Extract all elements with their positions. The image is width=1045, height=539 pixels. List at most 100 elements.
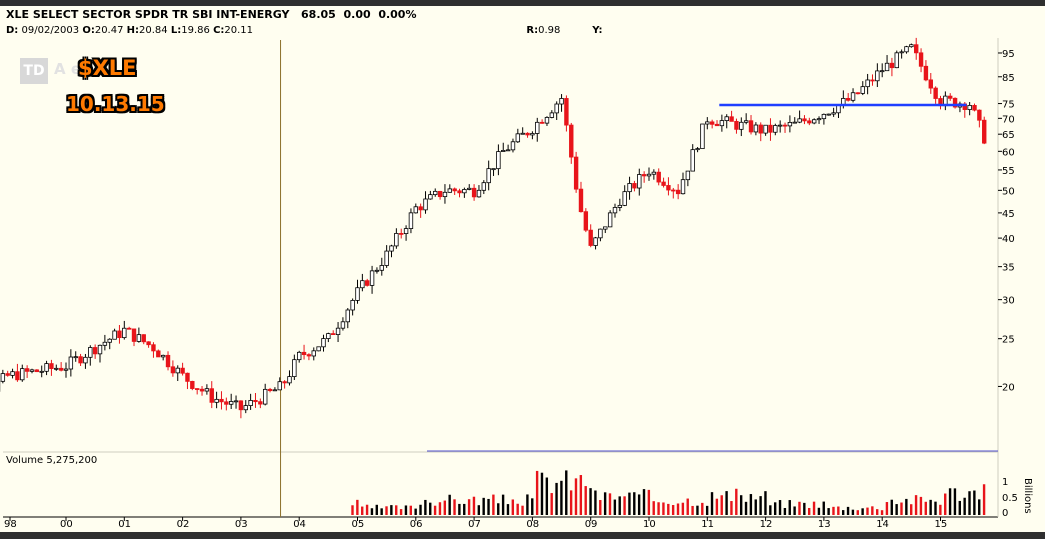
candle-body — [335, 327, 341, 335]
volume-bar — [735, 488, 738, 515]
candle-body — [632, 183, 637, 189]
y-tick-label: 75 — [1002, 100, 1015, 111]
volume-bar — [574, 478, 578, 515]
candle-body — [433, 190, 438, 196]
volume-bar — [846, 506, 850, 515]
ohlc-readout: D: 09/02/2003 O:20.47 H:20.84 L:19.86 C:… — [6, 25, 603, 36]
volume-bar — [866, 507, 869, 515]
candle-body — [214, 398, 219, 403]
volume-bar — [662, 502, 665, 515]
candle-body — [296, 351, 302, 361]
candle-body — [233, 400, 239, 403]
volume-bar — [978, 499, 981, 515]
volume-bar — [477, 505, 481, 515]
candle-body — [860, 86, 865, 94]
volume-bar — [569, 490, 573, 515]
volume-bar — [686, 498, 689, 515]
date-value: 09/02/2003 — [21, 25, 80, 36]
candle-body — [83, 356, 88, 364]
candle-body — [578, 188, 584, 213]
volume-bar — [560, 480, 563, 515]
volume-unit: Billions — [1022, 478, 1033, 514]
candle-body — [700, 123, 705, 150]
candle-body — [452, 188, 457, 192]
x-tick-label: 09 — [585, 519, 598, 530]
volume-bar — [798, 501, 801, 515]
candle-body — [209, 388, 214, 403]
candle-body — [408, 212, 414, 230]
symbol-header: XLE SELECT SECTOR SPDR TR SBI INT-ENERGY… — [6, 8, 416, 21]
volume-bar — [841, 510, 845, 515]
candle-body — [92, 347, 98, 355]
r-label: R: — [526, 25, 539, 36]
candle-body — [525, 132, 530, 136]
candle-body — [379, 265, 384, 271]
volume-bar — [458, 503, 461, 515]
candle-body — [238, 400, 244, 411]
candle-body — [102, 341, 108, 346]
volume-bar — [404, 505, 408, 515]
candle-body — [355, 287, 360, 301]
candle-body — [646, 173, 652, 177]
candle-body — [204, 388, 210, 392]
candle-body — [170, 366, 176, 374]
candle-body — [180, 367, 185, 374]
volume-bar — [749, 494, 753, 515]
x-tick-label: 15 — [935, 519, 948, 530]
candle-body — [948, 95, 953, 99]
candle-body — [583, 211, 589, 231]
td-logo: TD — [20, 58, 48, 84]
candle-body — [909, 44, 914, 48]
candle-body — [301, 351, 307, 356]
volume-bar — [856, 510, 859, 515]
candle-body — [510, 141, 516, 151]
ticker-stamp: $XLE — [78, 56, 137, 80]
high-label: H: — [126, 25, 140, 36]
candle-body — [680, 179, 686, 195]
volume-label: Volume 5,275,200 — [6, 455, 98, 466]
candle-body — [345, 309, 350, 323]
candle-body — [248, 400, 253, 406]
volume-bar — [492, 494, 495, 515]
candle-body — [850, 92, 856, 101]
candle-body — [384, 250, 389, 266]
volume-bar — [535, 470, 539, 515]
candle-body — [262, 388, 268, 405]
candle-body — [394, 232, 399, 247]
candle-body — [607, 212, 613, 228]
volume-bar — [876, 509, 879, 515]
volume-bar — [715, 498, 719, 515]
volume-bar — [637, 494, 641, 515]
candle-body — [593, 237, 598, 246]
volume-bar — [361, 506, 364, 515]
volume-bar — [948, 488, 952, 515]
candle-body — [792, 121, 797, 124]
y-tick-label: 50 — [1002, 186, 1015, 197]
candle-body — [73, 356, 78, 359]
volume-bar — [929, 499, 932, 515]
volume-bar — [778, 500, 782, 515]
candle-body — [918, 52, 924, 67]
candle-body — [476, 189, 482, 198]
volume-bar — [443, 500, 447, 515]
candle-body — [316, 346, 321, 352]
candle-body — [802, 118, 807, 122]
candle-body — [768, 124, 773, 133]
volume-bar — [399, 509, 403, 515]
candle-body — [923, 65, 929, 81]
candle-body — [821, 113, 827, 120]
volume-bar — [409, 505, 412, 515]
volume-bar — [594, 490, 597, 515]
volume-bar — [453, 499, 456, 515]
volume-bar — [487, 498, 490, 515]
volume-bar — [652, 501, 655, 515]
candle-body — [481, 182, 487, 191]
volume-bar — [871, 506, 874, 515]
candle-body — [520, 132, 525, 135]
candle-body — [112, 330, 117, 340]
candle-body — [617, 204, 623, 208]
candle-body — [165, 354, 171, 368]
y-tick-label: 65 — [1002, 130, 1015, 141]
open-label: O: — [82, 25, 95, 36]
